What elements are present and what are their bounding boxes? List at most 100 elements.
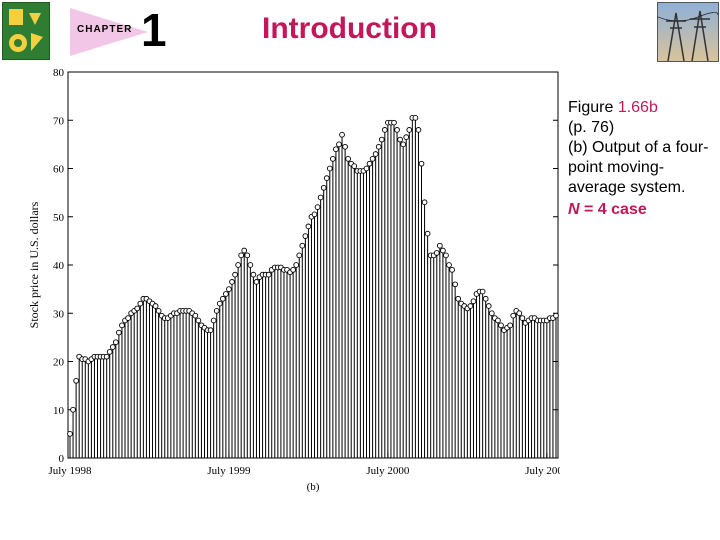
stem-marker (443, 252, 449, 259)
stem-marker (109, 344, 116, 350)
stem-chart: 0 10 20 30 40 50 60 70 80 July 1998 July 1999 July … (27, 67, 560, 493)
x-tick-label: July 2000 (366, 465, 410, 477)
figure-word: Figure (568, 99, 614, 116)
y-tick-label: 20 (53, 357, 65, 369)
stem-marker (293, 262, 300, 268)
stem-marker (479, 288, 486, 295)
n-rest: = 4 case (584, 201, 647, 218)
page-ref: (p. 76) (568, 119, 615, 136)
stem-marker (253, 279, 260, 285)
stem-marker (375, 143, 382, 150)
stem-marker (345, 156, 352, 162)
stem-marker (452, 281, 458, 288)
stem-marker (244, 252, 251, 259)
stem-marker (223, 291, 229, 297)
stem-marker (519, 315, 526, 321)
stem-marker (403, 134, 410, 140)
stem-marker (219, 295, 226, 302)
stem-marker (73, 377, 79, 384)
stem-marker (412, 114, 419, 121)
stem-marker (449, 266, 455, 273)
stem-marker (125, 315, 131, 321)
plot-frame (67, 71, 559, 459)
stem-marker (446, 262, 452, 268)
y-tick-label: 60 (53, 164, 65, 176)
x-tick-label: July 2001 (525, 465, 560, 477)
y-tick-label: 40 (53, 260, 65, 272)
stem-marker (397, 136, 403, 143)
stem-marker (216, 300, 223, 307)
stem-marker (67, 431, 73, 437)
stem-marker (424, 230, 431, 237)
x-axis-label: (b) (307, 481, 320, 493)
stem-marker (241, 247, 248, 254)
stem-marker (336, 141, 342, 148)
page-title: Introduction (262, 12, 437, 45)
stem-marker (317, 194, 324, 201)
stem-marker (152, 303, 159, 309)
stem-marker (116, 329, 122, 336)
y-axis-label: Stock price in U.S. dollars (27, 201, 41, 328)
stem-marker (314, 204, 321, 210)
stem-marker (210, 317, 217, 324)
stem-marker (455, 295, 462, 302)
stem-marker (119, 322, 125, 329)
stem-marker (265, 271, 272, 278)
stem-marker (247, 262, 254, 268)
stem-marker (415, 127, 422, 133)
stem-marker (302, 233, 309, 239)
stem-marker (488, 310, 495, 317)
y-tick-label: 80 (53, 67, 65, 79)
stem-marker (516, 310, 523, 317)
stem-marker (351, 163, 358, 169)
stem-marker (553, 312, 559, 319)
stem-marker (339, 131, 345, 138)
stem-marker (394, 127, 400, 133)
stem-marker (363, 165, 370, 172)
stem-marker (495, 317, 501, 324)
stem-marker (250, 271, 257, 278)
gear-logo-icon (2, 2, 50, 60)
stem-marker (330, 156, 336, 162)
figure-number: 1.66b (617, 99, 658, 116)
stem-marker (232, 271, 238, 278)
stem-marker (195, 317, 202, 324)
stem-marker (391, 119, 397, 126)
stem-marker (378, 136, 385, 143)
stem-marker (323, 175, 330, 182)
y-tick-label: 50 (53, 212, 65, 224)
y-tick-label: 70 (53, 115, 65, 127)
stem-marker (305, 223, 312, 230)
x-tick-label: July 1999 (207, 465, 251, 477)
stem-marker (440, 247, 446, 254)
stem-marker (229, 279, 235, 285)
stem-marker (433, 250, 440, 256)
y-tick-label: 30 (53, 308, 65, 320)
stem-marker (207, 327, 214, 333)
stem-marker (381, 127, 388, 133)
stem-marker (485, 303, 492, 309)
stem-marker (213, 307, 220, 314)
n-label: N (568, 201, 580, 218)
chapter-tab (70, 8, 148, 56)
stem-marker (467, 303, 474, 309)
stem-marker (103, 353, 110, 360)
stem-marker (290, 266, 296, 273)
stem-marker (372, 151, 379, 157)
stem-marker (326, 165, 333, 172)
stem-marker (106, 349, 113, 355)
stem-marker (226, 286, 232, 292)
stem-marker (406, 127, 413, 133)
chapter-number: 1 (141, 4, 167, 56)
stem-marker (436, 242, 443, 249)
stem-marker (470, 298, 477, 305)
stem-marker (192, 312, 199, 319)
figure-caption: Figure 1.66b (p. 76) (b) Output of a fou… (568, 98, 716, 220)
stem-marker (333, 146, 339, 153)
stem-marker (299, 242, 306, 249)
stem-marker (134, 305, 141, 312)
stem-marker (112, 339, 119, 346)
figure-description: (b) Output of a four-point moving-averag… (568, 139, 709, 196)
power-lines-photo-icon (657, 2, 719, 62)
stem-marker (421, 199, 428, 206)
